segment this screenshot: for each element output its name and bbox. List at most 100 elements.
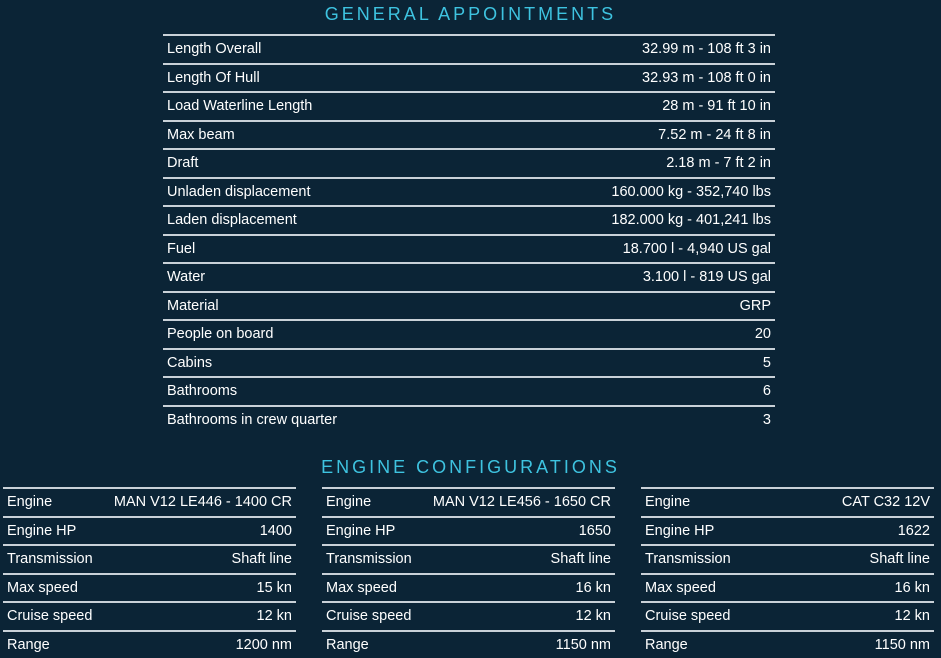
row-value: 16 kn [575, 579, 611, 596]
row-value: Shaft line [550, 551, 611, 568]
table-row: Max speed 15 kn [3, 572, 296, 602]
row-value: 6 [762, 383, 771, 400]
row-label: Material [167, 297, 219, 314]
row-value: 15 kn [256, 579, 292, 596]
row-value: MAN V12 LE456 - 1650 CR [432, 494, 611, 511]
row-label: Range [326, 636, 369, 653]
row-value: 20 [754, 326, 771, 343]
table-row: Engine MAN V12 LE456 - 1650 CR [322, 487, 615, 516]
row-value: 1650 [578, 522, 611, 539]
table-row: Range 1150 nm [641, 629, 934, 658]
row-label: Max beam [167, 126, 235, 143]
row-value: Shaft line [231, 551, 292, 568]
table-row: Range 1200 nm [3, 629, 296, 658]
row-label: Unladen displacement [167, 183, 311, 200]
table-row: Fuel 18.700 l - 4,940 US gal [163, 233, 775, 263]
engine-config-table-2: Engine MAN V12 LE456 - 1650 CR Engine HP 16… [322, 487, 615, 658]
row-label: Water [167, 269, 206, 286]
table-row: Engine HP 1622 [641, 515, 934, 545]
table-row: Transmission Shaft line [641, 544, 934, 573]
row-label: Engine HP [645, 522, 715, 539]
row-label: Laden displacement [167, 212, 297, 229]
table-row: Engine HP 1400 [3, 515, 296, 545]
engine-config-table-1: Engine MAN V12 LE446 - 1400 CR Engine HP 14… [3, 487, 296, 658]
table-row: Bathrooms in crew quarter 3 [163, 404, 775, 434]
row-label: Max speed [7, 579, 78, 596]
row-label: Length Of Hull [167, 69, 260, 86]
row-label: Bathrooms in crew quarter [167, 411, 338, 428]
row-label: Fuel [167, 240, 196, 257]
row-label: People on board [167, 326, 274, 343]
table-row: Load Waterline Length 28 m - 91 ft 10 in [163, 91, 775, 120]
general-appointments-table: Length Overall 32.99 m - 108 ft 3 in Lengt… [163, 34, 775, 433]
table-row: Range 1150 nm [322, 629, 615, 658]
table-row: Max beam 7.52 m - 24 ft 8 in [163, 119, 775, 149]
row-label: Bathrooms [167, 383, 238, 400]
row-value: 12 kn [894, 608, 930, 625]
table-row: Water 3.100 l - 819 US gal [163, 262, 775, 291]
row-label: Cruise speed [7, 608, 93, 625]
row-value: 160.000 kg - 352,740 lbs [611, 183, 771, 200]
row-label: Transmission [645, 551, 731, 568]
row-label: Max speed [645, 579, 716, 596]
row-value: 182.000 kg - 401,241 lbs [611, 212, 771, 229]
table-row: Unladen displacement 160.000 kg - 352,740… [163, 176, 775, 206]
row-value: 32.99 m - 108 ft 3 in [642, 41, 771, 58]
table-row: Engine HP 1650 [322, 515, 615, 545]
table-row: Engine MAN V12 LE446 - 1400 CR [3, 487, 296, 516]
table-row: Length Overall 32.99 m - 108 ft 3 in [163, 34, 775, 63]
row-value: 1400 [259, 522, 292, 539]
row-value: 1150 nm [555, 636, 611, 653]
row-label: Max speed [326, 579, 397, 596]
table-row: Material GRP [163, 290, 775, 320]
row-value: 3.100 l - 819 US gal [642, 269, 771, 286]
row-label: Range [7, 636, 50, 653]
table-row: Engine CAT C32 12V [641, 487, 934, 516]
engine-config-table-3: Engine CAT C32 12V Engine HP 1622 Transmissi… [641, 487, 934, 658]
row-label: Range [645, 636, 688, 653]
table-row: Draft 2.18 m - 7 ft 2 in [163, 148, 775, 177]
row-value: 12 kn [256, 608, 292, 625]
table-row: Transmission Shaft line [3, 544, 296, 573]
row-value: 32.93 m - 108 ft 0 in [642, 69, 771, 86]
row-value: 16 kn [894, 579, 930, 596]
table-row: Transmission Shaft line [322, 544, 615, 573]
table-row: Max speed 16 kn [641, 572, 934, 602]
row-label: Cruise speed [326, 608, 412, 625]
table-row: Cabins 5 [163, 347, 775, 377]
row-value: 1150 nm [874, 636, 930, 653]
row-label: Engine [7, 494, 53, 511]
row-label: Engine HP [7, 522, 77, 539]
row-value: GRP [739, 297, 771, 314]
row-value: 1200 nm [235, 636, 292, 653]
row-label: Length Overall [167, 41, 262, 58]
row-value: 12 kn [575, 608, 611, 625]
row-value: 1622 [897, 522, 930, 539]
engine-configurations-title: ENGINE CONFIGURATIONS [321, 457, 620, 477]
row-label: Engine [326, 494, 372, 511]
row-value: 5 [762, 354, 771, 371]
row-label: Engine HP [326, 522, 396, 539]
row-value: MAN V12 LE446 - 1400 CR [113, 494, 292, 511]
table-row: Cruise speed 12 kn [322, 601, 615, 630]
table-row: Cruise speed 12 kn [641, 601, 934, 630]
row-label: Cabins [167, 354, 213, 371]
row-label: Transmission [326, 551, 412, 568]
row-value: 7.52 m - 24 ft 8 in [658, 126, 771, 143]
row-label: Transmission [7, 551, 93, 568]
table-row: Cruise speed 12 kn [3, 601, 296, 630]
row-label: Cruise speed [645, 608, 731, 625]
row-label: Engine [645, 494, 691, 511]
table-row: Length Of Hull 32.93 m - 108 ft 0 in [163, 62, 775, 92]
row-value: 3 [762, 411, 771, 428]
general-appointments-title: GENERAL APPOINTMENTS [324, 4, 617, 24]
row-label: Draft [167, 155, 199, 172]
row-value: Shaft line [869, 551, 930, 568]
table-row: Max speed 16 kn [322, 572, 615, 602]
row-value: 28 m - 91 ft 10 in [662, 98, 771, 115]
row-value: CAT C32 12V [841, 494, 930, 511]
table-row: People on board 20 [163, 319, 775, 348]
row-label: Load Waterline Length [167, 98, 313, 115]
row-value: 18.700 l - 4,940 US gal [622, 240, 771, 257]
table-row: Laden displacement 182.000 kg - 401,241 l… [163, 205, 775, 234]
